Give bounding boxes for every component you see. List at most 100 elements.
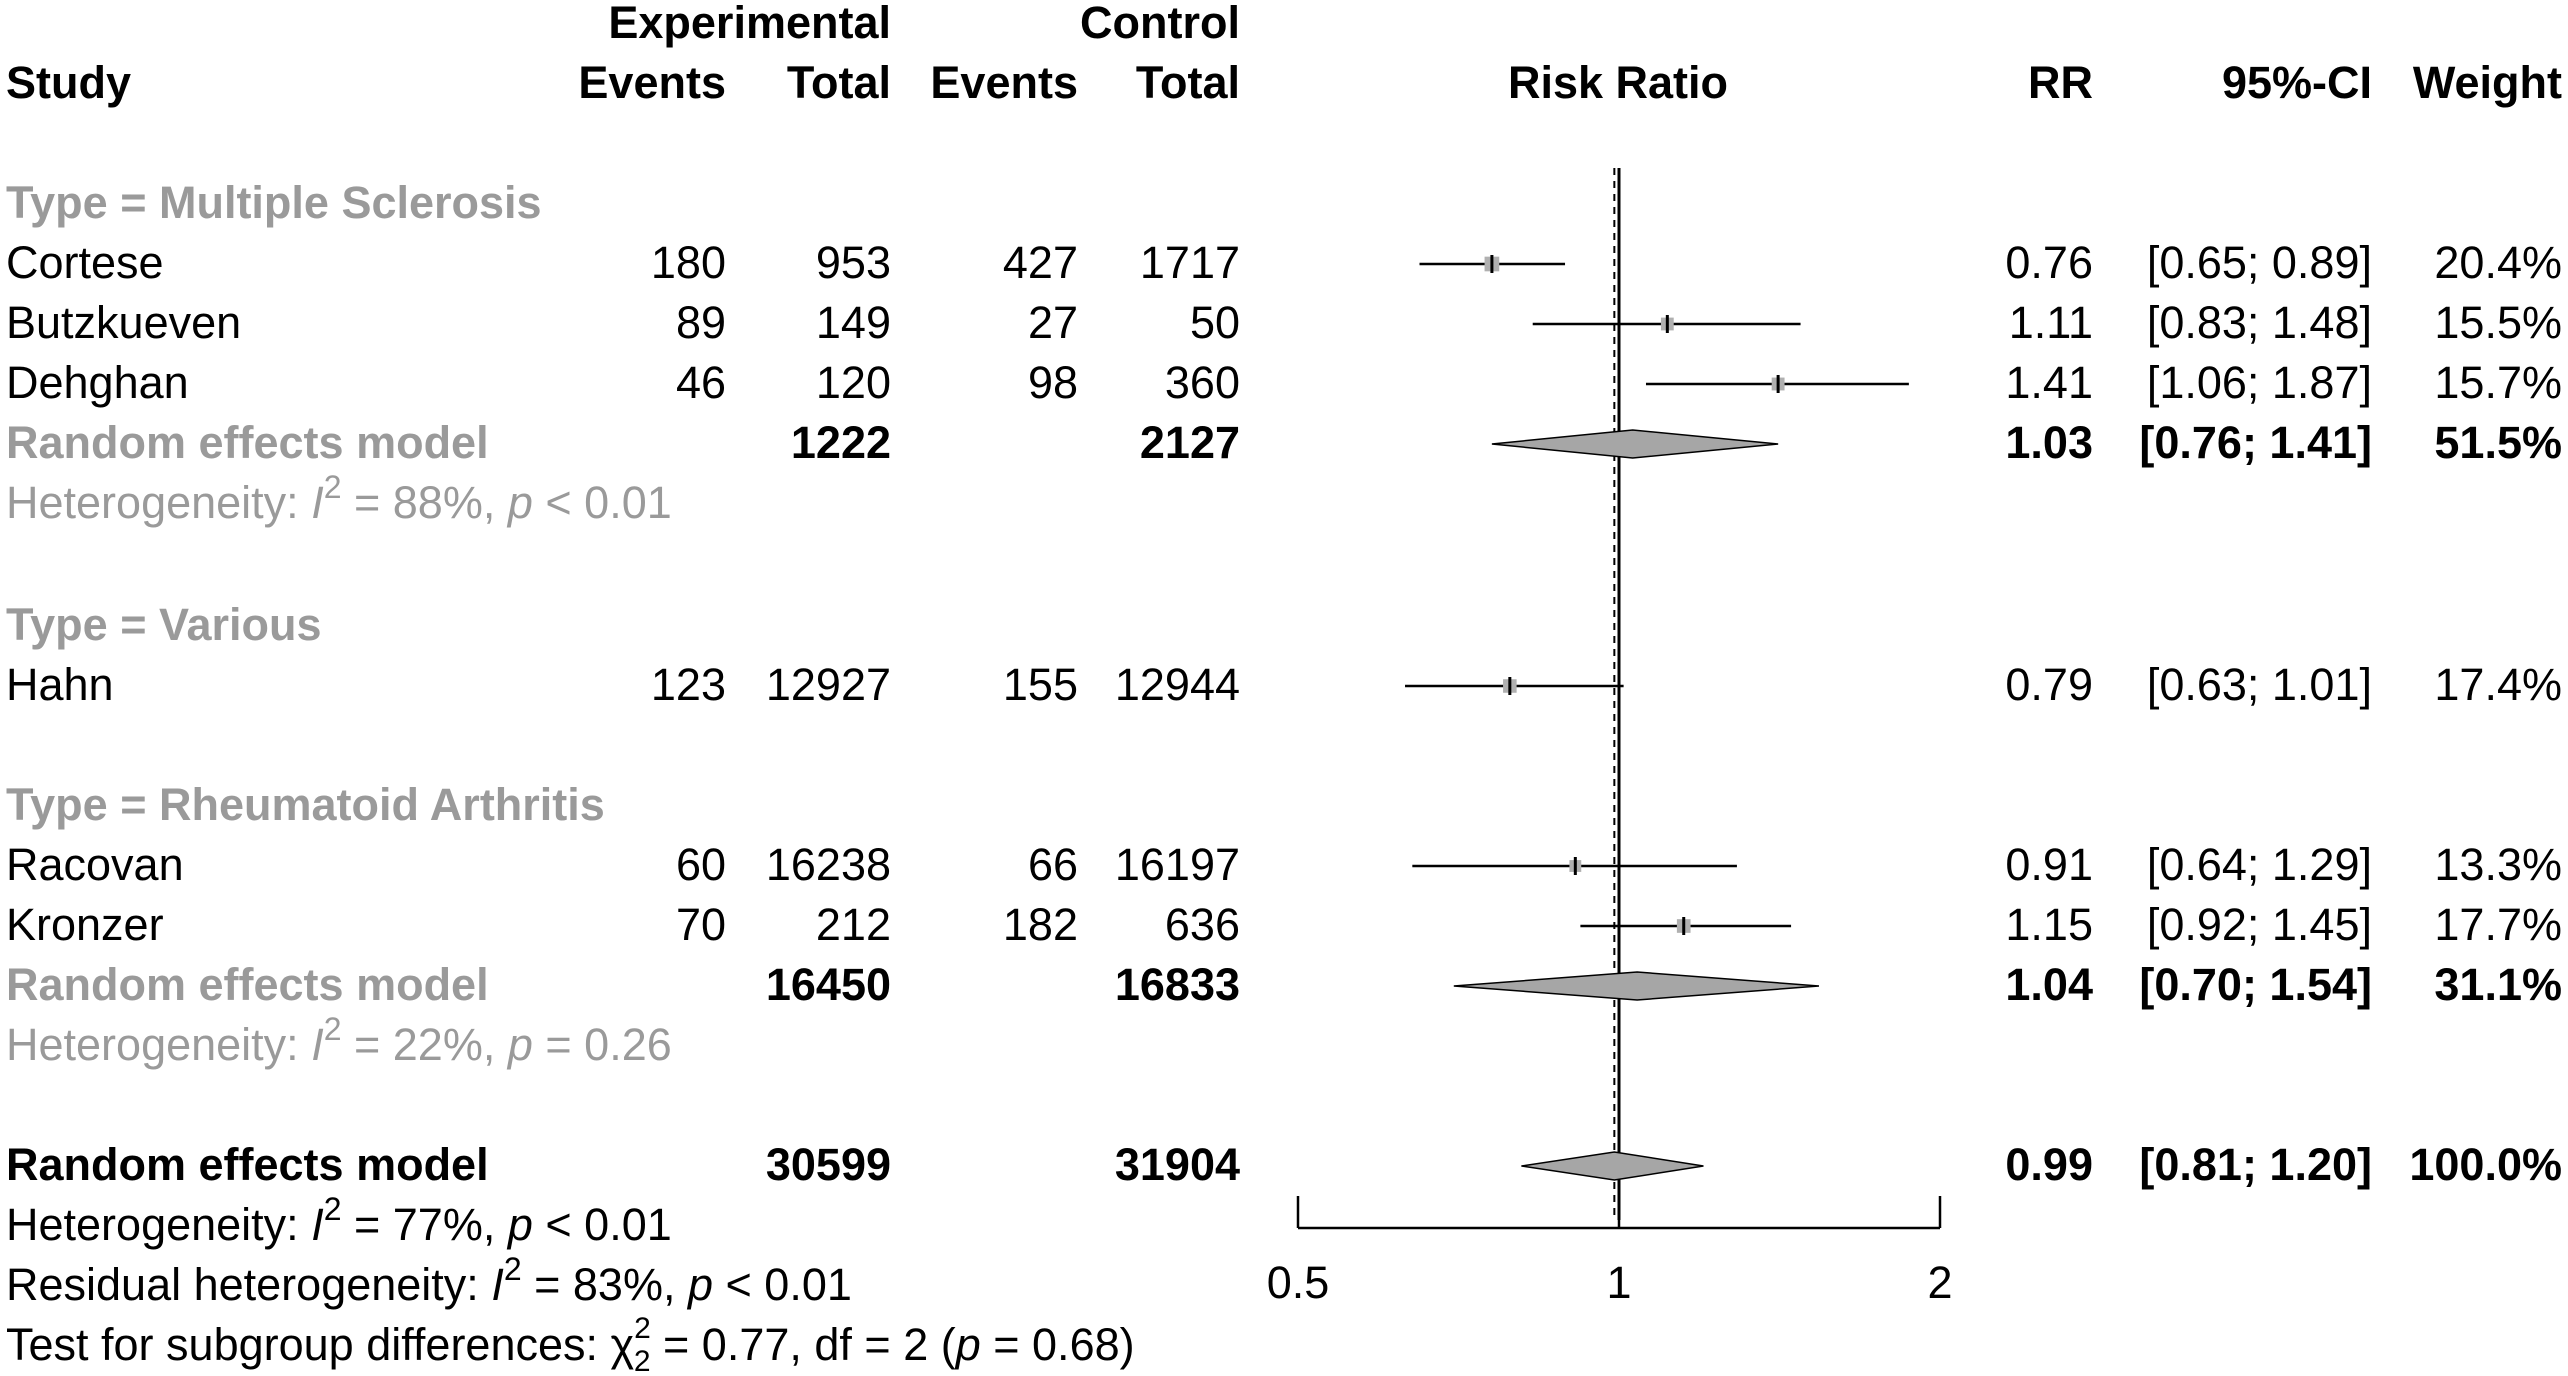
- footnote-residual-heterogeneity-mid: = 83%,: [522, 1259, 688, 1310]
- study-racovan-name: Racovan: [6, 839, 184, 890]
- study-hahn-weight: 17.4%: [2434, 659, 2562, 710]
- study-butzkueven-ci: [0.83; 1.48]: [2147, 297, 2372, 348]
- study-dehghan-control-total: 360: [1165, 357, 1240, 408]
- study-hahn-control-events: 155: [1003, 659, 1078, 710]
- study-kronzer-weight: 17.7%: [2434, 899, 2562, 950]
- header-experimental-events: Events: [578, 57, 726, 108]
- study-cortese-control-total: 1717: [1140, 237, 1240, 288]
- study-racovan-experimental-total: 16238: [766, 839, 891, 890]
- footnote-heterogeneity-prefix: Heterogeneity:: [6, 1199, 311, 1250]
- subgroup-1-label: Type = Multiple Sclerosis: [6, 177, 542, 228]
- study-hahn-marks: [1405, 677, 1624, 695]
- subgroup-1-model-experimental-total: 1222: [791, 417, 891, 468]
- reference-lines: [1613, 168, 1621, 1220]
- subgroup-3-model-ci: [0.70; 1.54]: [2139, 959, 2372, 1010]
- subgroup-3-heterogeneity-sup: 2: [324, 1011, 342, 1047]
- study-butzkueven-control-total: 50: [1190, 297, 1240, 348]
- header-experimental: Experimental: [608, 0, 891, 48]
- subgroup-3-heterogeneity-mid: = 22%,: [342, 1019, 508, 1070]
- subgroup-1-heterogeneity-p: p: [506, 477, 533, 528]
- footnote-heterogeneity-i: I: [311, 1199, 324, 1250]
- study-hahn-control-total: 12944: [1115, 659, 1240, 710]
- subgroup-3-heterogeneity-prefix: Heterogeneity:: [6, 1019, 311, 1070]
- footnote-residual-heterogeneity-p: p: [686, 1259, 713, 1310]
- study-racovan-experimental-events: 60: [676, 839, 726, 890]
- study-racovan-ci: [0.64; 1.29]: [2147, 839, 2372, 890]
- subgroup-3-heterogeneity-p: p: [506, 1019, 533, 1070]
- subgroup-1-heterogeneity-suffix: < 0.01: [533, 477, 672, 528]
- footnote-subgroup-test-prefix: Test for subgroup differences:: [6, 1319, 611, 1370]
- subgroup-3-model-label: Random effects model: [6, 959, 489, 1010]
- study-hahn-experimental-events: 123: [651, 659, 726, 710]
- subgroup-3-model-rr: 1.04: [2005, 959, 2093, 1010]
- footnote-subgroup-test-mid: = 0.77, df = 2 (: [651, 1319, 956, 1370]
- overall-model-label: Random effects model: [6, 1139, 489, 1190]
- x-axis: [1296, 1196, 1942, 1230]
- study-dehghan-control-events: 98: [1028, 357, 1078, 408]
- study-kronzer-name: Kronzer: [6, 899, 164, 950]
- study-dehghan-marks: [1645, 375, 1909, 393]
- study-kronzer-control-events: 182: [1003, 899, 1078, 950]
- study-kronzer-experimental-events: 70: [676, 899, 726, 950]
- x-tick-label-0.5: 0.5: [1267, 1257, 1330, 1308]
- study-kronzer-experimental-total: 212: [816, 899, 891, 950]
- overall-model-rr: 0.99: [2005, 1139, 2093, 1190]
- study-hahn-experimental-total: 12927: [766, 659, 891, 710]
- header-ci: 95%-CI: [2222, 57, 2372, 108]
- footnote-residual-heterogeneity-prefix: Residual heterogeneity:: [6, 1259, 491, 1310]
- study-cortese-marks: [1419, 255, 1566, 273]
- footnote-subgroup-test-sub: 2: [634, 1345, 651, 1376]
- study-dehghan-weight: 15.7%: [2434, 357, 2562, 408]
- subgroup-1-model-label: Random effects model: [6, 417, 489, 468]
- footnote-subgroup-test: Test for subgroup differences: χ2 2 = 0.7…: [6, 1312, 1135, 1376]
- overall-model-experimental-total: 30599: [766, 1139, 891, 1190]
- study-butzkueven-experimental-total: 149: [816, 297, 891, 348]
- study-racovan-control-total: 16197: [1115, 839, 1240, 890]
- subgroup-1-heterogeneity: Heterogeneity: I2 = 88%, p < 0.01: [6, 469, 672, 528]
- overall-model-ci: [0.81; 1.20]: [2139, 1139, 2372, 1190]
- subgroup-3-model-weight: 31.1%: [2434, 959, 2562, 1010]
- footnote-residual-heterogeneity-suffix: < 0.01: [713, 1259, 852, 1310]
- study-dehghan-experimental-total: 120: [816, 357, 891, 408]
- study-dehghan-ci: [1.06; 1.87]: [2147, 357, 2372, 408]
- study-cortese-name: Cortese: [6, 237, 164, 288]
- study-kronzer-ci: [0.92; 1.45]: [2147, 899, 2372, 950]
- overall-model-diamond: [1521, 1151, 1704, 1181]
- subgroup-3-heterogeneity: Heterogeneity: I2 = 22%, p = 0.26: [6, 1011, 672, 1070]
- subgroup-1-model-ci: [0.76; 1.41]: [2139, 417, 2372, 468]
- subgroup-3-model-diamond: [1453, 971, 1820, 1001]
- footnote-heterogeneity-p: p: [506, 1199, 533, 1250]
- study-racovan-rr: 0.91: [2005, 839, 2093, 890]
- study-dehghan-experimental-events: 46: [676, 357, 726, 408]
- footnote-subgroup-test-chi: χ: [611, 1319, 635, 1370]
- header-experimental-total: Total: [787, 57, 891, 108]
- study-dehghan-name: Dehghan: [6, 357, 189, 408]
- subgroup-1-heterogeneity-mid: = 88%,: [342, 477, 508, 528]
- study-racovan-control-events: 66: [1028, 839, 1078, 890]
- footnote-residual-heterogeneity-sup: 2: [504, 1251, 522, 1287]
- overall-model-control-total: 31904: [1115, 1139, 1240, 1190]
- overall-model-weight: 100.0%: [2409, 1139, 2562, 1190]
- subgroup-1-model-control-total: 2127: [1140, 417, 1240, 468]
- study-butzkueven-rr: 1.11: [2009, 297, 2093, 348]
- subgroup-3-label: Type = Rheumatoid Arthritis: [6, 779, 605, 830]
- study-racovan-marks: [1412, 857, 1737, 875]
- footnote-heterogeneity-sup: 2: [324, 1191, 342, 1227]
- footnote-subgroup-test-suffix: = 0.68): [981, 1319, 1135, 1370]
- study-cortese-weight: 20.4%: [2434, 237, 2562, 288]
- subgroup-1-heterogeneity-prefix: Heterogeneity:: [6, 477, 311, 528]
- subgroup-2-label: Type = Various: [6, 599, 322, 650]
- footnote-residual-heterogeneity: Residual heterogeneity: I2 = 83%, p < 0.…: [6, 1251, 852, 1310]
- study-kronzer-marks: [1580, 917, 1792, 935]
- subgroup-1-heterogeneity-i: I: [311, 477, 324, 528]
- header-control-total: Total: [1136, 57, 1240, 108]
- study-racovan-weight: 13.3%: [2434, 839, 2562, 890]
- x-tick-label-2: 2: [1927, 1257, 1952, 1308]
- header-study: Study: [6, 57, 131, 108]
- header-control-events: Events: [930, 57, 1078, 108]
- study-kronzer-control-total: 636: [1165, 899, 1240, 950]
- header-risk-ratio: Risk Ratio: [1508, 57, 1728, 108]
- footnote-heterogeneity-mid: = 77%,: [342, 1199, 508, 1250]
- subgroup-3-model-control-total: 16833: [1115, 959, 1240, 1010]
- footnote-heterogeneity-suffix: < 0.01: [533, 1199, 672, 1250]
